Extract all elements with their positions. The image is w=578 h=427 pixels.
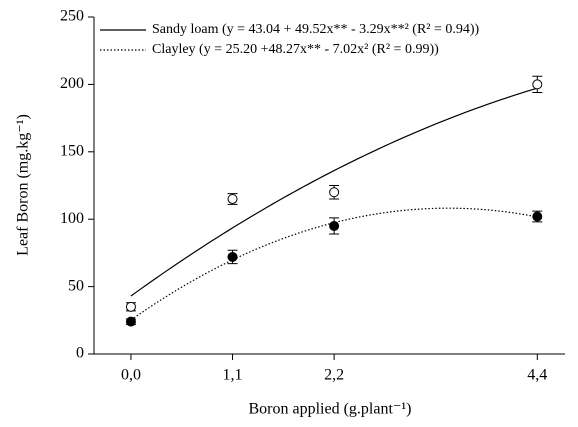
y-tick-label: 200 <box>60 75 84 92</box>
y-tick-label: 250 <box>60 8 84 25</box>
y-tick-label: 150 <box>60 142 84 159</box>
y-tick-label: 0 <box>76 345 84 362</box>
point <box>329 220 340 231</box>
legend-label: Clayley (y = 25.20 +48.27x** - 7.02x² (R… <box>152 42 439 57</box>
x-tick-label: 4,4 <box>527 367 547 384</box>
point <box>125 316 136 327</box>
y-axis-label: Leaf Boron (mg.kg⁻¹) <box>15 114 32 256</box>
x-tick-label: 0,0 <box>121 367 141 384</box>
point <box>532 79 543 90</box>
x-axis-label: Boron applied (g.plant⁻¹) <box>249 401 412 418</box>
x-tick-label: 1,1 <box>223 367 243 384</box>
point <box>329 187 340 198</box>
y-tick-label: 50 <box>68 277 84 294</box>
fit-curve <box>130 87 538 297</box>
legend-label: Sandy loam (y = 43.04 + 49.52x** - 3.29x… <box>152 22 480 37</box>
point <box>227 193 238 204</box>
x-tick-label: 2,2 <box>324 367 344 384</box>
point <box>125 301 136 312</box>
y-tick-label: 100 <box>60 210 84 227</box>
point <box>532 211 543 222</box>
point <box>227 251 238 262</box>
